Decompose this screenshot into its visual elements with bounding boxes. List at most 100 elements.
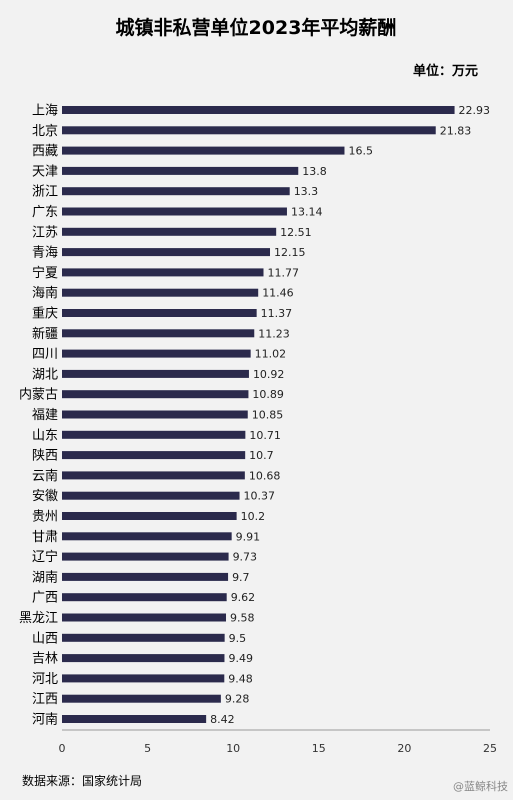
x-tick-label: 0 <box>59 742 66 755</box>
value-label: 21.83 <box>440 124 472 137</box>
bar <box>62 166 299 175</box>
value-label: 11.02 <box>255 348 287 361</box>
value-label: 13.8 <box>302 165 327 178</box>
bar <box>62 633 225 642</box>
bar <box>62 227 277 236</box>
bar <box>62 268 264 277</box>
value-label: 11.77 <box>268 266 300 279</box>
unit-label: 单位：万元 <box>413 63 478 79</box>
category-label: 江西 <box>32 692 58 707</box>
x-tick-label: 20 <box>397 742 411 755</box>
bar <box>62 613 227 622</box>
value-label: 11.23 <box>258 327 290 340</box>
category-label: 陕西 <box>32 449 58 464</box>
value-label: 12.51 <box>280 226 312 239</box>
value-label: 13.14 <box>291 206 323 219</box>
value-label: 16.5 <box>348 145 373 158</box>
value-label: 9.7 <box>232 571 250 584</box>
bar <box>62 715 207 723</box>
value-label: 11.37 <box>261 307 293 320</box>
category-label: 湖北 <box>32 367 58 382</box>
bar <box>62 126 436 135</box>
category-label: 吉林 <box>32 652 58 667</box>
category-label: 广东 <box>32 205 58 220</box>
bar <box>62 349 251 358</box>
value-label: 8.42 <box>210 713 235 726</box>
category-label: 河南 <box>32 712 58 728</box>
bar <box>62 329 255 338</box>
x-axis-ticks: 0 5 10 15 20 25 <box>59 742 498 755</box>
category-label: 海南 <box>32 285 58 301</box>
category-label: 内蒙古 <box>19 387 58 403</box>
x-tick-label: 10 <box>226 742 240 755</box>
bar <box>62 552 229 561</box>
bar <box>62 471 245 480</box>
category-label: 安徽 <box>32 489 58 504</box>
x-tick-label: 5 <box>144 742 151 755</box>
bar <box>62 572 229 581</box>
value-label: 12.15 <box>274 246 306 259</box>
category-label: 辽宁 <box>32 549 58 565</box>
bar <box>62 187 290 196</box>
bar <box>62 207 287 216</box>
bar <box>62 674 225 683</box>
category-label: 四川 <box>32 347 58 362</box>
value-label: 10.2 <box>241 510 266 523</box>
value-label: 10.37 <box>244 490 276 503</box>
category-label: 河北 <box>32 672 58 687</box>
category-label: 广西 <box>32 591 58 606</box>
bar <box>62 288 259 297</box>
x-tick-label: 25 <box>483 742 497 755</box>
bar <box>62 410 248 419</box>
category-label: 新疆 <box>32 326 58 342</box>
bar <box>62 451 246 460</box>
category-label: 北京 <box>32 124 58 139</box>
value-label: 9.73 <box>233 551 258 564</box>
value-label: 10.85 <box>252 409 284 422</box>
bar <box>62 532 232 541</box>
category-label: 山西 <box>32 631 58 646</box>
bar <box>62 430 246 439</box>
bar <box>62 146 345 155</box>
bar <box>62 390 249 399</box>
category-label: 福建 <box>32 408 58 423</box>
bar <box>62 491 240 500</box>
category-label: 宁夏 <box>32 265 58 281</box>
bar <box>62 593 227 602</box>
bars-group: 上海 22.93 北京 21.83 西藏 16.5 天津 13.8 浙江 13.3 广东 13.14 江… <box>19 104 490 728</box>
value-label: 10.89 <box>252 388 284 401</box>
bar <box>62 369 249 378</box>
category-label: 贵州 <box>32 510 58 525</box>
value-label: 9.28 <box>225 693 250 706</box>
value-label: 9.91 <box>236 530 260 543</box>
category-label: 甘肃 <box>32 530 58 545</box>
value-label: 10.68 <box>249 469 281 482</box>
value-label: 10.7 <box>249 449 274 462</box>
category-label: 上海 <box>32 104 58 119</box>
value-label: 11.46 <box>262 287 294 300</box>
value-label: 9.5 <box>229 632 247 645</box>
bar <box>62 654 225 663</box>
chart-title: 城镇非私营单位2023年平均薪酬 <box>116 16 397 39</box>
value-label: 10.71 <box>249 429 281 442</box>
category-label: 重庆 <box>32 306 58 322</box>
bar <box>62 248 271 257</box>
value-label: 22.93 <box>459 104 491 117</box>
value-label: 13.3 <box>294 185 319 198</box>
category-label: 黑龙江 <box>19 611 58 626</box>
watermark-text: @蓝鲸科技 <box>453 779 508 793</box>
bar <box>62 512 237 520</box>
category-label: 浙江 <box>32 185 58 200</box>
x-tick-label: 15 <box>312 742 326 755</box>
bar <box>62 309 257 317</box>
bar <box>62 106 455 114</box>
category-label: 湖南 <box>32 569 58 585</box>
category-label: 山东 <box>32 428 58 443</box>
category-label: 云南 <box>32 468 58 484</box>
bar <box>62 694 221 703</box>
category-label: 江苏 <box>32 224 58 240</box>
value-label: 10.92 <box>253 368 284 381</box>
value-label: 9.62 <box>231 591 256 604</box>
source-note: 数据来源：国家统计局 <box>22 773 142 788</box>
